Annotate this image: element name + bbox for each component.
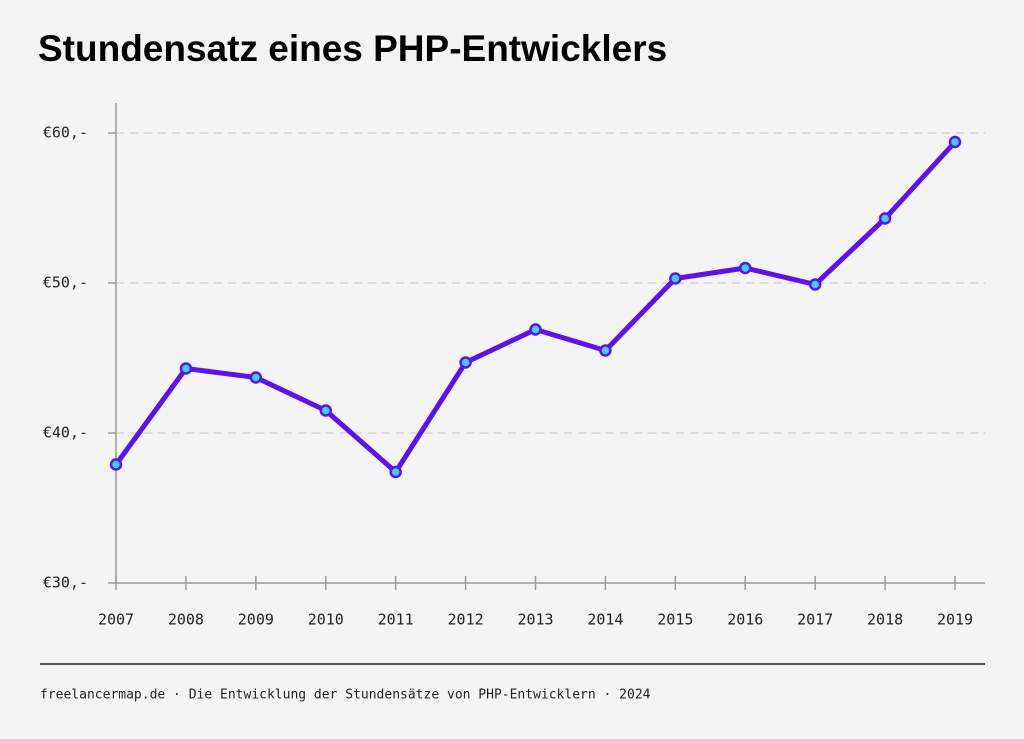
y-tick-label: €60,- xyxy=(43,124,88,142)
x-tick-label: 2013 xyxy=(517,611,553,629)
marker xyxy=(878,212,892,225)
y-tick-label: €50,- xyxy=(43,274,88,292)
marker xyxy=(459,356,472,369)
x-tick-label: 2010 xyxy=(308,611,344,629)
marker xyxy=(319,404,332,417)
marker xyxy=(109,458,123,471)
x-tick-label: 2012 xyxy=(448,611,484,629)
x-tick-label: 2015 xyxy=(657,611,693,629)
marker xyxy=(948,135,962,149)
x-tick-label: 2019 xyxy=(937,611,973,629)
marker xyxy=(179,362,193,375)
marker xyxy=(389,465,402,479)
x-tick-label: 2009 xyxy=(238,611,274,629)
marker xyxy=(249,371,263,384)
x-tick-label: 2011 xyxy=(378,611,414,629)
chart-title: Stundensatz eines PHP-Entwicklers xyxy=(38,28,667,69)
x-tick-label: 2014 xyxy=(587,611,623,629)
x-tick-label: 2018 xyxy=(867,611,903,629)
marker xyxy=(808,278,822,291)
marker xyxy=(739,261,752,275)
x-tick-label: 2007 xyxy=(98,611,134,629)
caption: freelancermap.de · Die Entwicklung der S… xyxy=(40,688,651,703)
y-tick-label: €30,- xyxy=(43,574,88,592)
x-tick-label: 2016 xyxy=(727,611,763,629)
x-tick-label: 2017 xyxy=(797,611,833,629)
marker xyxy=(599,344,612,357)
marker xyxy=(529,323,542,336)
marker xyxy=(669,272,682,285)
x-tick-label: 2008 xyxy=(168,611,204,629)
y-tick-label: €40,- xyxy=(43,424,88,442)
